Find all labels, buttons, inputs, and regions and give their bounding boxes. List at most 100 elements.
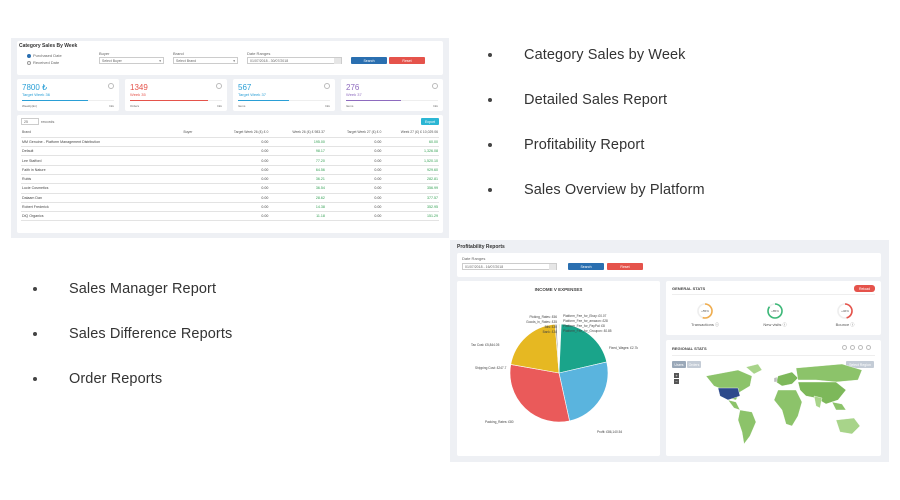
export-button[interactable]: Export xyxy=(421,118,439,125)
table-cell xyxy=(182,193,211,203)
stat-label: Target Week 36 xyxy=(22,92,50,97)
map-users-button[interactable]: Users xyxy=(672,361,686,368)
map-russia xyxy=(795,363,863,383)
table-cell: DiQ Organics xyxy=(21,211,183,222)
column-header[interactable]: Week 27 (£) £ 10,029.06 xyxy=(382,128,439,138)
table-row[interactable]: Faith in Nature 0.00 64.56 0.00 929.60 xyxy=(21,165,439,176)
collapse-icon[interactable] xyxy=(842,345,847,350)
pie-label: Platform_Fee_for_Groupon: £0.85 xyxy=(563,329,612,333)
features-list-right: Category Sales by Week Detailed Sales Re… xyxy=(488,32,705,212)
gauge-ring xyxy=(697,303,713,319)
pie-slice[interactable] xyxy=(558,361,609,422)
stat-sub-left: Items xyxy=(346,104,354,108)
date-range-input[interactable]: 01/07/2018 - 16/07/2018 xyxy=(462,263,557,270)
pie-slice[interactable] xyxy=(510,323,560,374)
heart-icon xyxy=(108,83,114,89)
table-cell xyxy=(182,211,211,222)
table-cell: 98.17 xyxy=(269,146,326,157)
zoom-in-button[interactable]: + xyxy=(674,373,679,378)
gauge-label: Transactions ⓘ xyxy=(691,322,719,327)
brand-select[interactable]: Select Brand ▾ xyxy=(173,57,238,64)
close-icon[interactable] xyxy=(866,345,871,350)
brand-label: Brand xyxy=(173,51,184,56)
pie-slice[interactable] xyxy=(509,364,570,423)
pie-chart: Platform_Fee_for_Ebay: £0.07Platform_Fee… xyxy=(471,314,638,434)
column-header[interactable]: Target Week 27 (£) £ 0 xyxy=(325,128,383,138)
region-select[interactable]: Select Region xyxy=(846,361,874,368)
stat-value: 276 xyxy=(346,83,360,92)
table-row[interactable]: MM Genuine - Platform Management Distrib… xyxy=(21,137,439,148)
refresh-icon[interactable] xyxy=(858,345,863,350)
pie-slice[interactable] xyxy=(558,323,608,374)
table-cell: 0.00 xyxy=(210,137,270,148)
bullet-icon xyxy=(488,142,492,147)
table-cell: 929.60 xyxy=(382,165,439,176)
stat-label: Target Week 37 xyxy=(238,92,266,97)
bullet-icon xyxy=(33,376,37,381)
table-cell: 0.00 xyxy=(210,211,270,222)
records-label: records xyxy=(41,119,55,124)
map-asia xyxy=(797,381,847,405)
stat-sub-left: Weekly(kn) xyxy=(22,104,37,108)
reload-button[interactable]: Reload xyxy=(854,285,875,292)
reset-button[interactable]: Reset xyxy=(607,263,643,270)
table-cell: 77.20 xyxy=(269,155,326,166)
column-header[interactable]: Buyer xyxy=(182,128,211,138)
table-cell: Robert Frederick xyxy=(21,202,183,213)
list-item: Order Reports xyxy=(33,356,232,401)
search-button[interactable]: Search xyxy=(351,57,387,64)
settings-icon[interactable] xyxy=(850,345,855,350)
table-cell xyxy=(182,155,211,166)
gauge-percent: +55% xyxy=(701,309,709,313)
column-header[interactable]: Brand xyxy=(21,128,183,138)
bullet-icon xyxy=(33,286,37,291)
table-cell xyxy=(182,165,211,176)
info-icon[interactable]: ⓘ xyxy=(850,322,855,327)
stat-sub-right: Info xyxy=(324,104,330,108)
reset-button[interactable]: Reset xyxy=(389,57,425,64)
table-row[interactable]: Default 0.00 98.17 0.00 1,326.08 xyxy=(21,146,439,157)
stat-card: 567 Target Week 37 Items Info xyxy=(233,79,335,111)
panel-tool-icons xyxy=(842,345,871,350)
stat-label: Week 35 xyxy=(130,92,146,97)
table-row[interactable]: DiQ Organics 0.00 11.18 0.00 151.29 xyxy=(21,211,439,222)
table-cell: 0.00 xyxy=(325,202,383,213)
gauge-ring xyxy=(837,303,853,319)
table-cell: 0.00 xyxy=(210,155,270,166)
radio-purchased[interactable]: Purchased Date xyxy=(27,53,62,58)
stat-value: 7800 ₺ xyxy=(22,83,48,92)
progress-fill xyxy=(22,100,89,102)
table-cell: 282.81 xyxy=(382,174,439,185)
table-cell: Dalaam Dan xyxy=(21,193,183,203)
table-row[interactable]: Lucie Cosmetics 0.00 36.54 0.00 356.99 xyxy=(21,183,439,194)
chevron-down-icon: ▾ xyxy=(233,58,235,63)
table-row[interactable]: Lee Stafford 0.00 77.20 0.00 1,520.10 xyxy=(21,155,439,166)
table-cell xyxy=(182,202,211,213)
radio-received[interactable]: Received Date xyxy=(27,60,59,65)
regional-stats-title: REGIONAL STATS xyxy=(672,346,707,351)
pie-label: Tax Cost: £5,844.05 xyxy=(471,343,500,347)
pie-slice[interactable] xyxy=(558,323,560,374)
records-select[interactable]: 25 xyxy=(21,118,39,125)
search-button[interactable]: Search xyxy=(568,263,604,270)
column-header[interactable]: Week 26 (£) £ 983.37 xyxy=(269,128,326,138)
table-cell: 0.00 xyxy=(325,137,383,148)
stat-sub-right: Info xyxy=(108,104,114,108)
table-cell: Lee Stafford xyxy=(21,155,183,166)
info-icon[interactable]: ⓘ xyxy=(714,322,719,327)
table-cell: 352.95 xyxy=(382,202,439,213)
info-icon[interactable]: ⓘ xyxy=(782,322,787,327)
table-row[interactable]: Robert Frederick 0.00 14.38 0.00 352.95 xyxy=(21,202,439,213)
column-header[interactable]: Target Week 26 (£) £ 0 xyxy=(210,128,270,138)
date-range-input[interactable]: 01/07/2018 - 30/07/2018 xyxy=(247,57,342,64)
map-india xyxy=(813,395,823,409)
table-cell: 151.29 xyxy=(382,211,439,222)
calendar-icon xyxy=(549,263,556,270)
table-row[interactable]: Dalaam Dan 0.00 28.62 0.00 377.57 xyxy=(21,193,439,203)
map-orders-button[interactable]: Orders xyxy=(687,361,701,368)
buyer-select[interactable]: Select Buyer ▾ xyxy=(99,57,164,64)
table-row[interactable]: Rubis 0.00 36.21 0.00 282.81 xyxy=(21,174,439,185)
world-map[interactable] xyxy=(666,340,881,456)
buyer-label: Buyer xyxy=(99,51,110,56)
zoom-out-button[interactable]: − xyxy=(674,379,679,384)
